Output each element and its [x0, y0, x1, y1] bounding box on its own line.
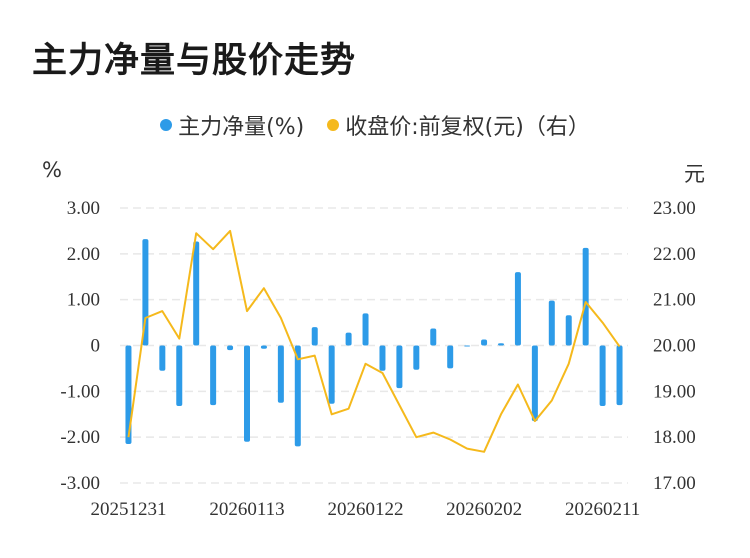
- bar: [379, 345, 386, 371]
- left-tick-label: 3.00: [67, 198, 100, 219]
- bar: [328, 345, 335, 404]
- left-tick-label: 2.00: [67, 244, 100, 265]
- right-tick-label: 17.00: [653, 473, 696, 494]
- left-tick-label: -2.00: [60, 427, 100, 448]
- bar: [244, 345, 250, 442]
- bar: [176, 345, 183, 406]
- right-tick-label: 22.00: [653, 244, 696, 265]
- chart-title: 主力净量与股价走势: [32, 41, 357, 81]
- left-tick-label: 0: [91, 336, 101, 357]
- bar: [193, 241, 200, 346]
- legend-line-label: 收盘价:前复权(元)（右）: [345, 115, 590, 140]
- right-tick-label: 19.00: [653, 381, 696, 402]
- right-tick-label: 23.00: [653, 198, 696, 219]
- bar: [481, 339, 488, 346]
- legend-bar-label: 主力净量(%): [178, 115, 305, 140]
- bar: [498, 343, 504, 346]
- bar: [413, 345, 420, 370]
- legend-item-line[interactable]: 收盘价:前复权(元)（右）: [327, 109, 590, 141]
- bar: [396, 345, 403, 389]
- left-tick-label: -1.00: [60, 381, 100, 402]
- bar: [362, 313, 369, 346]
- bar: [599, 345, 606, 406]
- bar: [311, 327, 318, 346]
- bar: [464, 345, 471, 347]
- bar: [260, 345, 267, 349]
- legend-line-dot-icon: [327, 119, 340, 131]
- right-tick-label: 20.00: [653, 336, 696, 357]
- bar: [616, 345, 623, 406]
- bar: [125, 345, 132, 445]
- bar: [277, 345, 284, 403]
- bar: [531, 345, 538, 422]
- legend-bar-dot-icon: [160, 119, 173, 131]
- price-line: [127, 229, 621, 453]
- x-tick-label: 20260122: [328, 499, 404, 520]
- right-axis-unit: 元: [684, 162, 705, 186]
- bar: [210, 345, 217, 406]
- legend: 主力净量(%) 收盘价:前复权(元)（右）: [0, 109, 750, 141]
- right-tick-label: 18.00: [653, 427, 696, 448]
- x-tick-label: 20260211: [565, 499, 640, 520]
- bar: [548, 300, 555, 346]
- legend-item-bar[interactable]: 主力净量(%): [160, 109, 304, 141]
- x-tick-label: 20260113: [209, 499, 284, 520]
- bar: [447, 345, 454, 369]
- bar: [345, 332, 352, 346]
- bar: [159, 345, 166, 371]
- left-tick-label: -3.00: [60, 473, 100, 494]
- left-tick-label: 1.00: [67, 290, 100, 311]
- x-tick-label: 20251231: [90, 499, 166, 520]
- bar: [430, 328, 437, 346]
- bar: [565, 315, 572, 346]
- x-tick-label: 20260202: [446, 499, 522, 520]
- bar: [294, 345, 301, 447]
- bar: [142, 239, 149, 346]
- right-tick-label: 21.00: [653, 290, 696, 311]
- bar: [582, 247, 589, 346]
- bar: [514, 272, 521, 346]
- left-axis-unit: %: [42, 158, 62, 182]
- bar: [227, 345, 234, 351]
